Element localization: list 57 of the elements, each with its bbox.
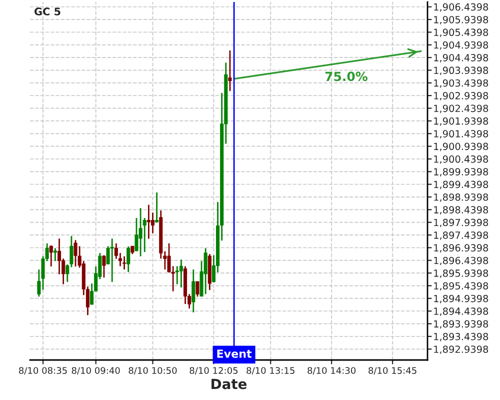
y-tick-label: 1,906.4398 [434,3,488,12]
y-tick-label: 1,897.9398 [434,218,488,228]
y-tick-label: 1,893.4398 [434,332,488,342]
candlestick [102,254,106,278]
annotation: 75.0% [325,72,368,82]
y-tick-label: 1,905.4398 [434,28,488,37]
y-tick-label: 1,899.4398 [434,180,488,190]
x-tick-label: 8/10 13:15 [246,367,294,375]
x-axis-title: Date [212,378,247,390]
y-tick-label: 1,901.9398 [434,117,488,126]
candlestick [138,207,142,257]
candlestick [192,268,196,314]
x-tick-label: 8/10 15:45 [368,367,416,375]
candlestick [53,247,57,262]
y-tick-label: 1,903.9398 [434,66,488,76]
candlestick [49,244,53,268]
x-tick-label: 8/10 09:40 [72,367,120,375]
candlestick [196,280,200,298]
candlestick [142,217,146,253]
x-tick-label: 8/10 10:50 [128,367,177,375]
candlestick [204,247,208,295]
candlestick [146,204,150,240]
y-tick-label: 1,898.9398 [434,193,488,202]
y-tick-label: 1,894.4398 [434,308,488,316]
candlestick [179,258,183,288]
candlestick [228,50,232,92]
y-tick-label: 1,896.9398 [434,244,488,253]
y-tick-label: 1,895.9398 [434,270,488,278]
candlestick [122,256,126,270]
chart-title: GC 5 [34,8,60,16]
candlestick [110,238,114,283]
y-tick-label: 1,898.4398 [434,206,488,214]
y-tick-label: 1,905.9398 [434,16,488,24]
x-tick-label: 8/10 08:35 [19,367,67,375]
y-tick-label: 1,895.4398 [434,282,488,291]
candlestick [70,235,74,268]
y-tick-label: 1,900.4398 [434,155,488,164]
y-tick-label: 1,902.4398 [434,104,488,114]
y-tick-label: 1,904.9398 [434,41,488,50]
candlestick [66,264,70,283]
x-tick-label: 8/10 14:30 [308,367,356,375]
y-tick-label: 1,899.9398 [434,168,488,176]
candlestick [74,239,78,268]
candlestick [126,246,130,273]
candlestick [155,192,159,224]
ref-line-label: Event [217,350,252,358]
y-tick-label: 1,897.4398 [434,231,488,240]
x-tick-label: 8/10 12:05 [190,367,238,375]
y-tick-label: 1,904.4398 [434,54,488,62]
y-tick-label: 1,896.4398 [434,256,488,266]
y-tick-label: 1,900.9398 [434,142,488,152]
y-tick-label: 1,903.4398 [434,79,488,88]
y-tick-label: 1,893.9398 [434,320,488,329]
y-tick-label: 1,901.4398 [434,130,488,138]
y-tick-label: 1,892.9398 [434,346,488,354]
y-tick-label: 1,902.9398 [434,92,488,100]
y-tick-label: 1,894.9398 [434,294,488,304]
